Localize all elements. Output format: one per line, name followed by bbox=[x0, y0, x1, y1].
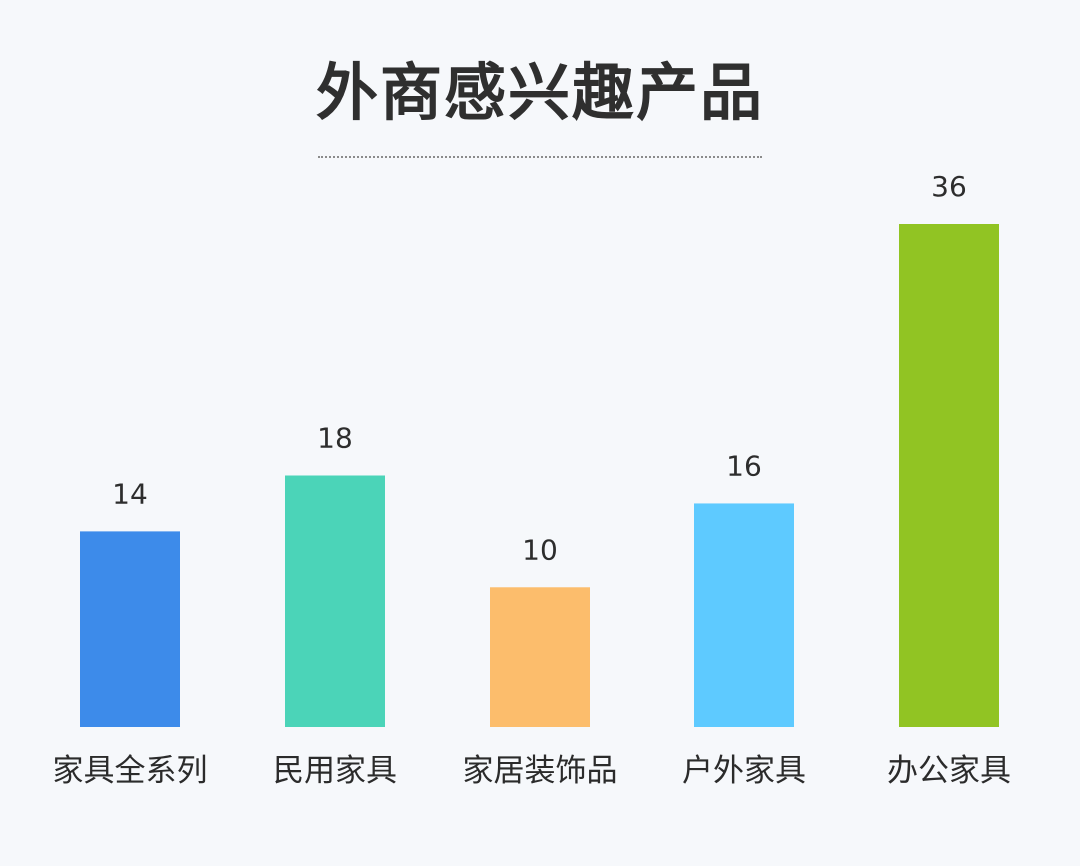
category-label-5: 办公家具 bbox=[887, 753, 1011, 789]
title-divider bbox=[318, 156, 762, 158]
bar-value-label-4: 16 bbox=[726, 449, 762, 482]
bar-value-label-3: 10 bbox=[522, 533, 558, 566]
category-label-1: 家具全系列 bbox=[53, 753, 208, 789]
bar-4 bbox=[694, 503, 794, 727]
bar-2 bbox=[285, 475, 385, 727]
category-label-4: 户外家具 bbox=[682, 753, 806, 789]
bar-3 bbox=[490, 587, 590, 727]
bar-1 bbox=[80, 531, 180, 727]
bar-value-label-5: 36 bbox=[931, 170, 967, 203]
bar-value-label-1: 14 bbox=[112, 477, 148, 510]
category-label-3: 家居装饰品 bbox=[463, 753, 618, 789]
category-label-2: 民用家具 bbox=[273, 753, 397, 789]
bar-5 bbox=[899, 224, 999, 727]
bar-value-label-2: 18 bbox=[317, 422, 353, 455]
chart-title: 外商感兴趣产品 bbox=[315, 56, 764, 129]
